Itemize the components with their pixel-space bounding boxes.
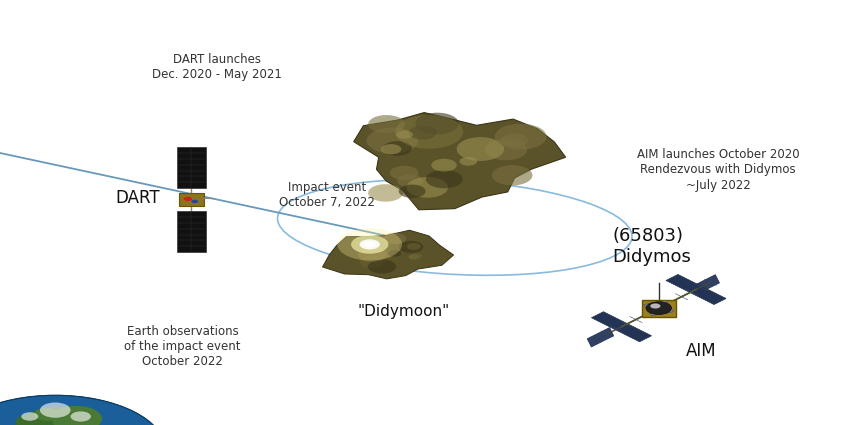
Circle shape xyxy=(409,126,437,140)
Text: "Didymoon": "Didymoon" xyxy=(358,304,450,319)
Circle shape xyxy=(366,128,418,153)
Circle shape xyxy=(397,174,423,187)
Circle shape xyxy=(407,243,421,250)
FancyBboxPatch shape xyxy=(177,147,206,188)
Circle shape xyxy=(484,139,527,160)
Circle shape xyxy=(368,259,396,274)
Circle shape xyxy=(360,239,380,249)
Circle shape xyxy=(399,184,426,198)
Circle shape xyxy=(360,255,384,268)
Circle shape xyxy=(388,250,401,257)
Circle shape xyxy=(34,408,60,421)
Circle shape xyxy=(416,113,459,134)
Circle shape xyxy=(71,411,91,422)
Circle shape xyxy=(358,247,387,262)
Polygon shape xyxy=(642,300,676,317)
Text: (65803)
Didymos: (65803) Didymos xyxy=(612,227,691,266)
Circle shape xyxy=(40,402,71,418)
Circle shape xyxy=(368,184,403,202)
Circle shape xyxy=(411,253,422,259)
Polygon shape xyxy=(592,312,652,342)
Circle shape xyxy=(351,235,388,254)
Circle shape xyxy=(368,115,405,133)
Circle shape xyxy=(460,157,477,166)
Circle shape xyxy=(650,303,660,309)
Circle shape xyxy=(409,254,419,260)
Circle shape xyxy=(395,115,463,149)
Circle shape xyxy=(456,137,504,161)
Polygon shape xyxy=(354,113,565,210)
Circle shape xyxy=(377,249,395,258)
FancyBboxPatch shape xyxy=(178,193,204,206)
Circle shape xyxy=(381,144,401,154)
Text: Impact event
October 7, 2022: Impact event October 7, 2022 xyxy=(280,181,375,209)
Circle shape xyxy=(21,412,38,421)
FancyBboxPatch shape xyxy=(177,211,206,252)
Circle shape xyxy=(51,406,102,425)
Text: AIM launches October 2020
Rendezvous with Didymos
~July 2022: AIM launches October 2020 Rendezvous wit… xyxy=(637,148,800,192)
Circle shape xyxy=(337,228,402,261)
Circle shape xyxy=(15,414,53,425)
Circle shape xyxy=(646,302,672,314)
Circle shape xyxy=(495,124,547,150)
Circle shape xyxy=(426,170,462,188)
Text: DART: DART xyxy=(116,189,160,207)
Circle shape xyxy=(364,241,376,247)
Circle shape xyxy=(382,141,412,156)
Circle shape xyxy=(390,166,418,180)
Circle shape xyxy=(184,197,192,201)
Polygon shape xyxy=(322,230,454,279)
Circle shape xyxy=(191,200,198,203)
Circle shape xyxy=(19,407,100,425)
Polygon shape xyxy=(666,275,726,305)
Text: DART launches
Dec. 2020 - May 2021: DART launches Dec. 2020 - May 2021 xyxy=(152,53,281,81)
Text: AIM: AIM xyxy=(686,342,717,360)
Circle shape xyxy=(492,165,532,185)
Circle shape xyxy=(502,133,528,147)
Circle shape xyxy=(396,130,413,139)
Circle shape xyxy=(0,395,166,425)
Circle shape xyxy=(399,241,423,253)
Circle shape xyxy=(406,177,448,198)
Circle shape xyxy=(431,159,456,172)
Polygon shape xyxy=(643,300,674,316)
Circle shape xyxy=(383,233,406,244)
Text: Earth observations
of the impact event
October 2022: Earth observations of the impact event O… xyxy=(124,325,241,368)
